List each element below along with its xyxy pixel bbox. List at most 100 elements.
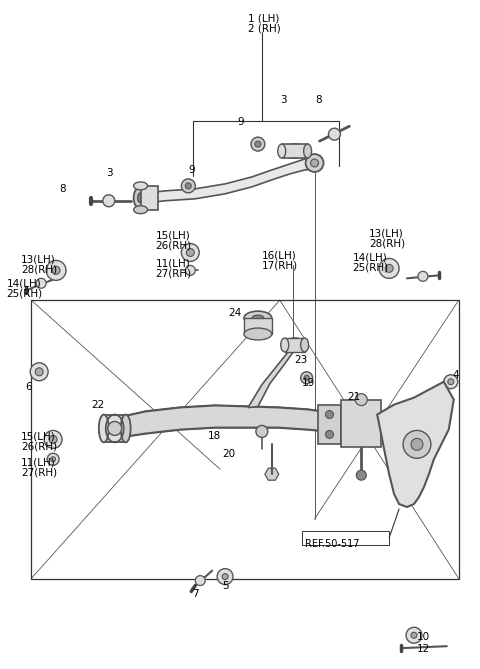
Bar — [244, 318, 272, 334]
Circle shape — [108, 421, 122, 436]
Polygon shape — [248, 345, 300, 407]
Ellipse shape — [99, 415, 109, 442]
Text: 2 (RH): 2 (RH) — [248, 24, 281, 34]
Circle shape — [35, 368, 43, 376]
Text: 16(LH): 16(LH) — [262, 250, 297, 260]
Ellipse shape — [291, 342, 299, 348]
Text: 7: 7 — [192, 589, 199, 599]
Circle shape — [186, 248, 194, 256]
Text: 14(LH): 14(LH) — [6, 278, 41, 288]
Text: 11(LH): 11(LH) — [21, 458, 56, 467]
Circle shape — [355, 393, 367, 405]
Text: 12: 12 — [417, 644, 430, 654]
Polygon shape — [265, 468, 279, 480]
Text: REF.50-517: REF.50-517 — [305, 539, 359, 549]
Text: 15(LH): 15(LH) — [21, 432, 56, 442]
Text: 9: 9 — [237, 117, 244, 127]
Ellipse shape — [284, 144, 306, 158]
Text: 8: 8 — [59, 184, 66, 194]
Text: 28(RH): 28(RH) — [369, 239, 406, 249]
Circle shape — [36, 278, 46, 288]
Circle shape — [185, 266, 195, 276]
Text: 3: 3 — [280, 96, 287, 106]
Polygon shape — [318, 405, 341, 444]
Text: 14(LH): 14(LH) — [352, 252, 387, 262]
Text: 10: 10 — [417, 632, 430, 642]
Text: 9: 9 — [188, 165, 195, 175]
Circle shape — [418, 272, 428, 281]
Ellipse shape — [252, 315, 264, 321]
Text: 26(RH): 26(RH) — [156, 241, 192, 251]
Text: 25(RH): 25(RH) — [6, 288, 43, 298]
Circle shape — [255, 141, 261, 147]
Text: 28(RH): 28(RH) — [21, 264, 58, 274]
Text: 1 (LH): 1 (LH) — [248, 14, 279, 24]
Ellipse shape — [285, 338, 305, 352]
Text: 8: 8 — [315, 96, 322, 106]
Circle shape — [356, 470, 366, 480]
Circle shape — [185, 183, 192, 189]
Circle shape — [406, 628, 422, 643]
Circle shape — [325, 411, 334, 419]
Circle shape — [256, 425, 268, 438]
Circle shape — [195, 575, 205, 585]
Bar — [31, 300, 459, 579]
Circle shape — [47, 454, 59, 465]
Text: 26(RH): 26(RH) — [21, 442, 58, 452]
Polygon shape — [377, 382, 454, 507]
Ellipse shape — [133, 182, 147, 190]
Text: 27(RH): 27(RH) — [21, 467, 58, 477]
Text: 22: 22 — [91, 399, 104, 409]
Ellipse shape — [133, 206, 147, 213]
Ellipse shape — [304, 144, 312, 158]
Text: 3: 3 — [106, 168, 112, 178]
Circle shape — [50, 457, 56, 462]
Circle shape — [181, 179, 195, 193]
Bar — [104, 415, 126, 442]
Circle shape — [403, 430, 431, 458]
Text: 19: 19 — [301, 378, 315, 388]
Circle shape — [325, 430, 334, 438]
Text: 25(RH): 25(RH) — [352, 262, 388, 272]
Circle shape — [328, 128, 340, 140]
Text: 21: 21 — [348, 391, 360, 401]
Circle shape — [251, 137, 265, 151]
Text: 6: 6 — [25, 382, 32, 392]
Circle shape — [311, 159, 319, 167]
Ellipse shape — [244, 311, 272, 325]
Text: 13(LH): 13(LH) — [369, 229, 404, 239]
Bar — [285, 338, 305, 352]
Circle shape — [49, 436, 57, 444]
Bar — [282, 144, 308, 158]
Text: 20: 20 — [222, 450, 235, 460]
Text: 5: 5 — [222, 581, 229, 591]
Circle shape — [103, 195, 115, 207]
Circle shape — [304, 375, 309, 380]
Text: 4: 4 — [453, 370, 459, 380]
Bar — [141, 186, 158, 209]
Ellipse shape — [300, 338, 309, 352]
Circle shape — [217, 569, 233, 585]
Circle shape — [411, 438, 423, 450]
Text: 24: 24 — [228, 308, 241, 318]
Polygon shape — [147, 157, 314, 203]
Circle shape — [385, 264, 393, 272]
Circle shape — [448, 379, 454, 385]
Text: 23: 23 — [295, 355, 308, 365]
Ellipse shape — [138, 193, 144, 203]
Ellipse shape — [120, 415, 131, 442]
Text: 17(RH): 17(RH) — [262, 260, 298, 270]
Text: 13(LH): 13(LH) — [21, 254, 56, 264]
Circle shape — [52, 266, 60, 274]
Circle shape — [46, 260, 66, 280]
Ellipse shape — [281, 338, 288, 352]
Ellipse shape — [133, 187, 147, 209]
Circle shape — [300, 372, 312, 384]
Polygon shape — [119, 405, 335, 440]
Bar — [301, 531, 389, 545]
Circle shape — [181, 244, 199, 262]
Circle shape — [411, 632, 417, 638]
Text: 11(LH): 11(LH) — [156, 258, 190, 268]
Circle shape — [444, 375, 458, 389]
Circle shape — [44, 430, 62, 448]
